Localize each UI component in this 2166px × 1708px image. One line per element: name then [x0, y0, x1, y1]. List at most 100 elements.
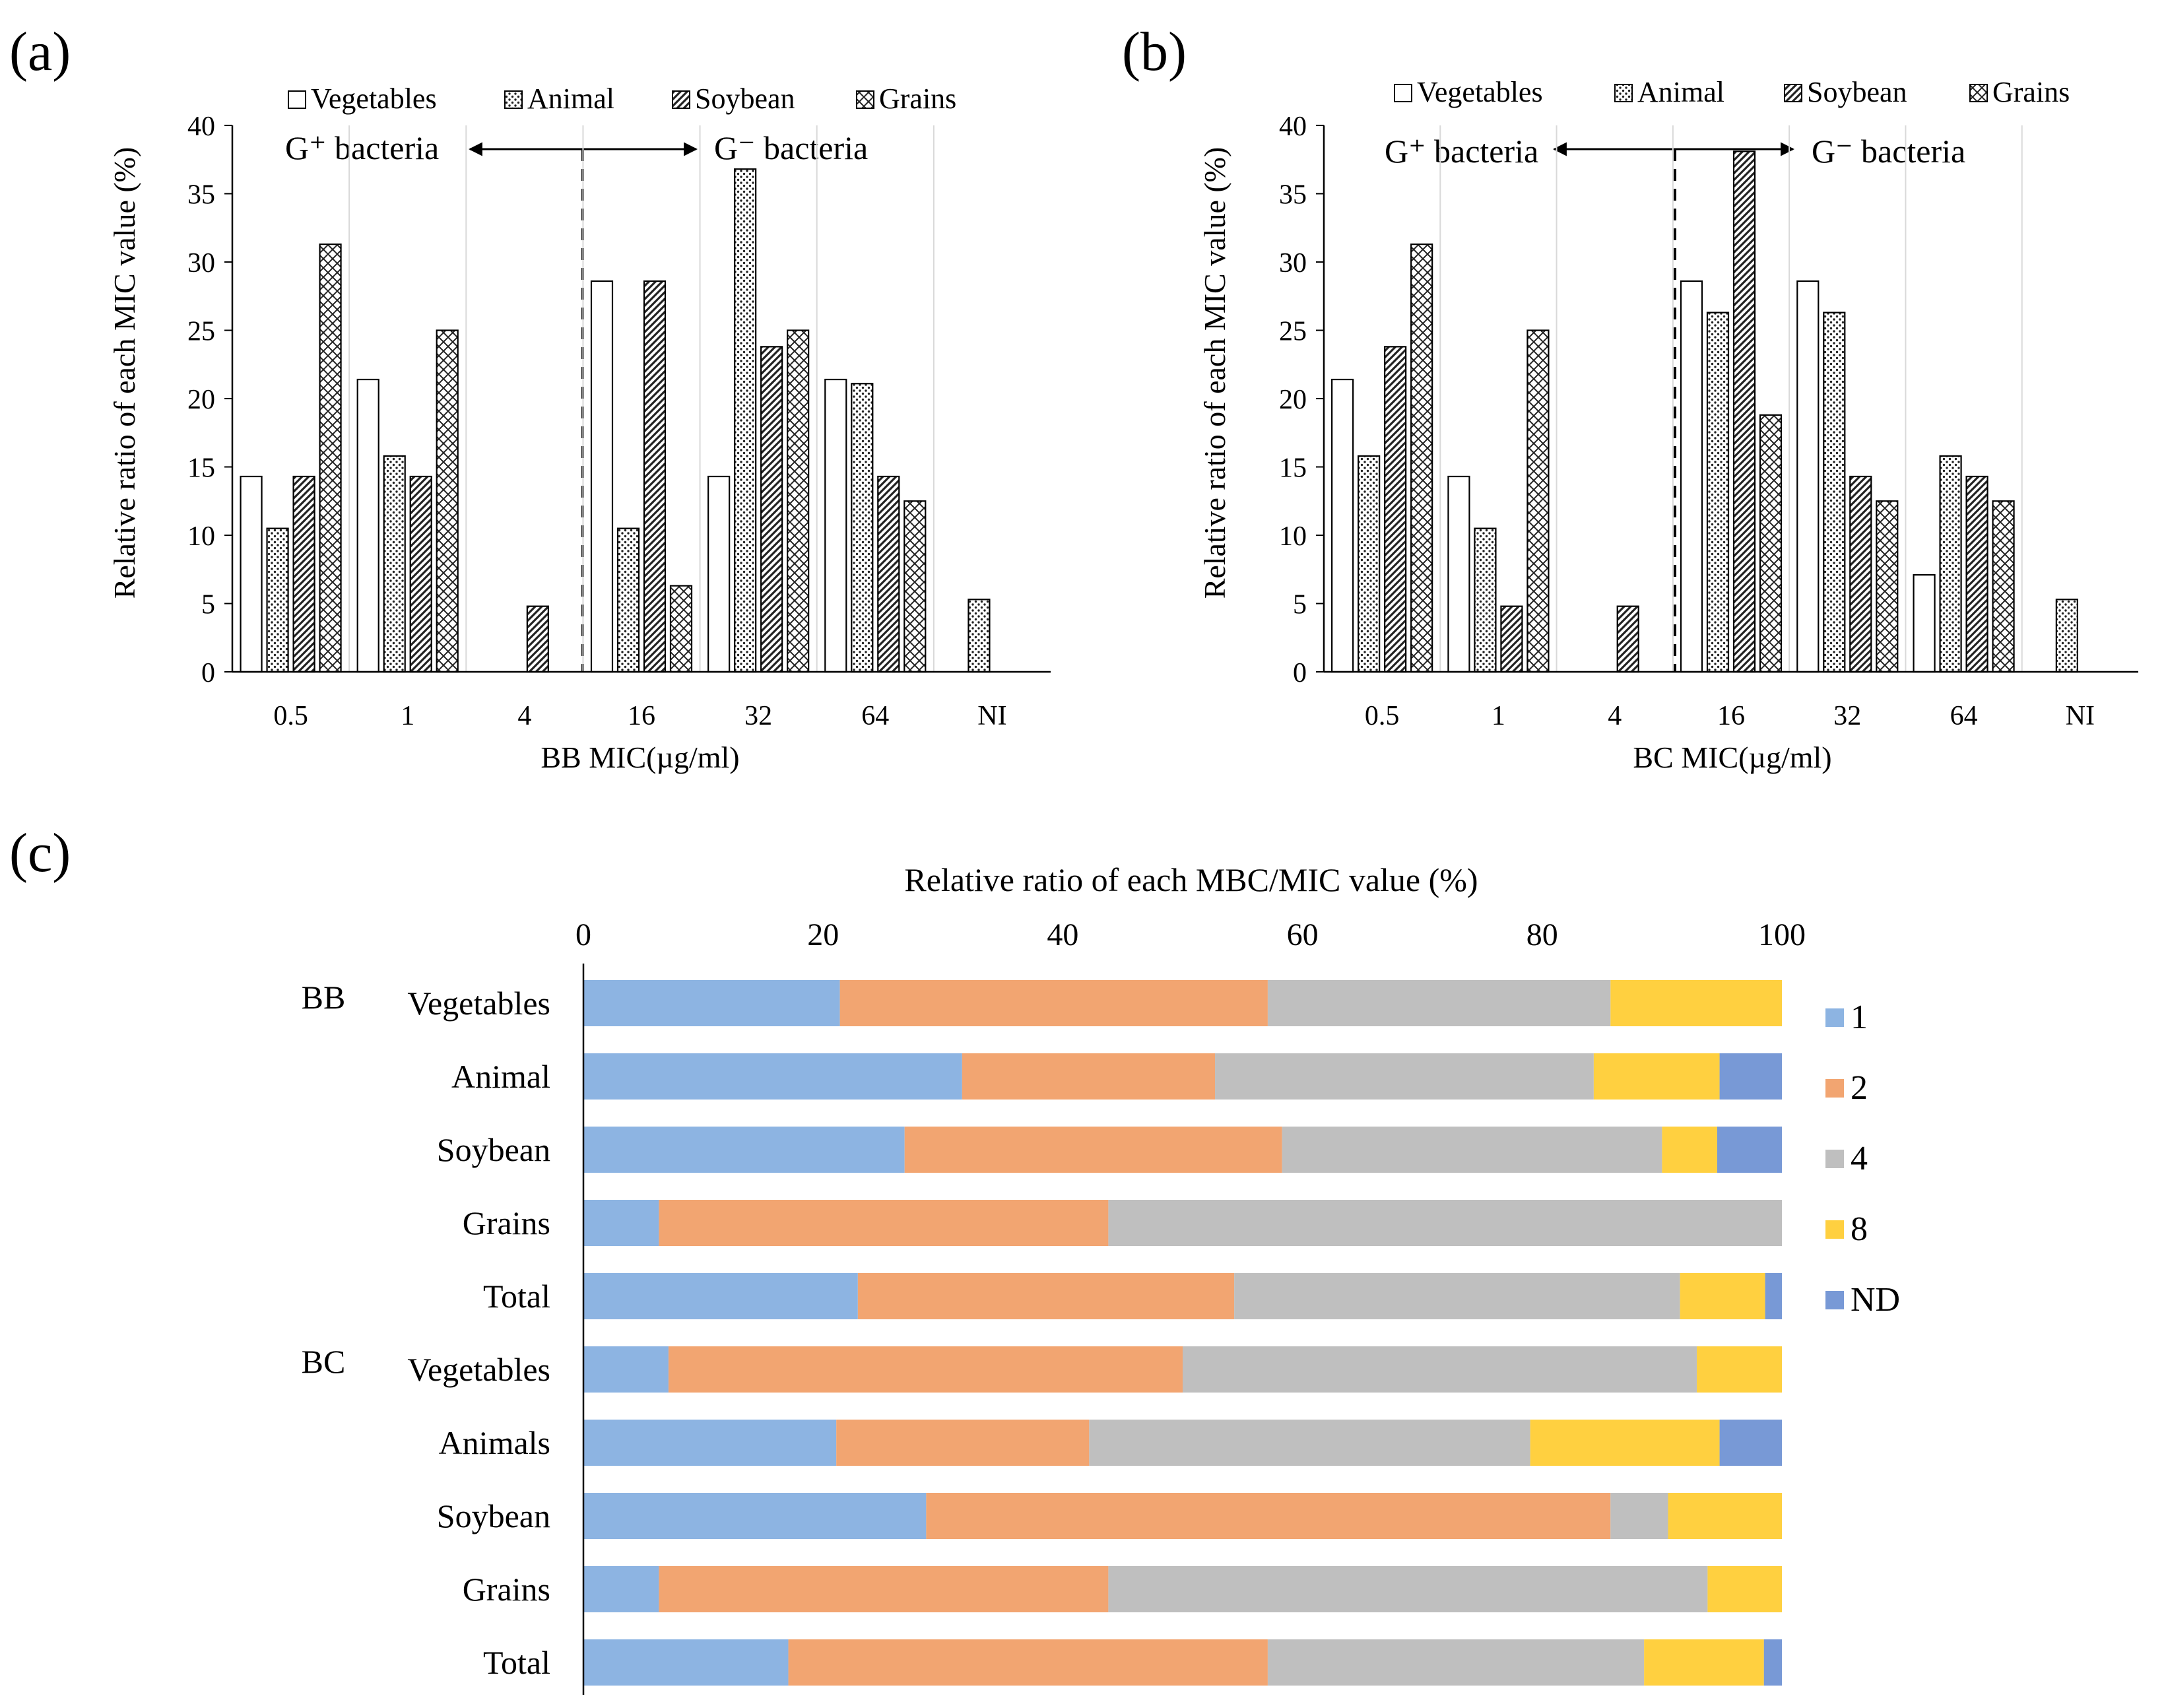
bar-segment-8-row-10: [1644, 1639, 1764, 1686]
bar-b-animal-0-5: [1358, 455, 1381, 673]
bar-segment-2-row-5: [857, 1273, 1235, 1319]
legend-label-a-soybean: Soybean: [695, 82, 795, 115]
legend-label-b-grains: Grains: [1992, 76, 2070, 108]
bar-b-soybean-4: [1616, 605, 1639, 673]
gram-positive-label-b: G⁺ bacteria: [1385, 133, 1538, 170]
x-tick-label-a-4: 4: [517, 701, 531, 731]
bar-segment-1-row-4: [583, 1200, 659, 1246]
x-tick-label-a-64: 64: [861, 701, 889, 731]
bar-a-soybean-4: [526, 605, 549, 673]
bar-b-animal-32: [1823, 312, 1846, 673]
bar-segment-1-row-8: [583, 1493, 927, 1539]
bar-segment-4-row-10: [1267, 1639, 1645, 1686]
c-legend-label-4: 4: [1851, 1140, 1868, 1177]
c-x-tick-label-0: 0: [575, 917, 591, 952]
bar-segment-1-row-5: [583, 1273, 858, 1319]
bar-b-grains-16: [1759, 414, 1783, 673]
bar-segment-4-row-1: [1267, 980, 1611, 1026]
y-tick-label-a-20: 20: [187, 385, 215, 415]
y-axis-label-b: Relative ratio of each MIC value (%): [1198, 147, 1231, 599]
legend-swatch-b-animal: [1614, 84, 1633, 102]
c-legend-swatch-nd: [1825, 1291, 1844, 1309]
legend-swatch-a-soybean: [672, 90, 690, 109]
c-x-tick-label-20: 20: [807, 917, 839, 952]
bar-a-vegetables-16: [590, 280, 614, 673]
y-tick-label-a-5: 5: [201, 590, 215, 620]
bar-a-animal-16: [616, 527, 640, 673]
c-category-label-total-10: Total: [483, 1644, 550, 1681]
y-tick-label-b-25: 25: [1279, 317, 1307, 347]
c-category-label-grains-9: Grains: [463, 1571, 550, 1608]
c-category-label-soybean-8: Soybean: [437, 1497, 550, 1534]
bar-b-vegetables-1: [1447, 475, 1470, 673]
c-category-label-vegetables-6: Vegetables: [407, 1351, 550, 1388]
y-tick-label-b-0: 0: [1293, 658, 1307, 688]
group-label-bc: BC: [302, 1343, 346, 1380]
bar-b-grains-0-5: [1410, 243, 1433, 673]
y-tick-label-a-15: 15: [187, 453, 215, 484]
bar-segment-2-row-8: [926, 1493, 1611, 1539]
y-tick-label-b-30: 30: [1279, 248, 1307, 279]
legend-label-b-vegetables: Vegetables: [1417, 76, 1543, 108]
bar-segment-8-row-1: [1610, 980, 1782, 1026]
bar-b-vegetables-0-5: [1331, 378, 1354, 673]
bar-segment-2-row-10: [788, 1639, 1268, 1686]
c-axis-title: Relative ratio of each MBC/MIC value (%): [904, 861, 1478, 898]
bar-segment-4-row-7: [1089, 1420, 1530, 1466]
bar-b-animal-ni: [2055, 599, 2078, 673]
legend-swatch-b-soybean: [1784, 84, 1802, 102]
x-tick-label-a-16: 16: [628, 701, 655, 731]
bar-segment-8-row-2: [1593, 1053, 1720, 1100]
bar-b-animal-16: [1706, 312, 1730, 673]
bar-segment-1-row-9: [583, 1566, 659, 1612]
y-tick-label-b-20: 20: [1279, 385, 1307, 415]
legend-swatch-b-grains: [1969, 84, 1988, 102]
x-tick-label-a-0-5: 0.5: [273, 701, 308, 731]
bar-segment-1-row-3: [583, 1127, 905, 1173]
bar-segment-8-row-7: [1530, 1420, 1720, 1466]
bar-b-animal-64: [1939, 455, 1962, 673]
x-tick-label-b-16: 16: [1717, 701, 1745, 731]
c-legend-label-8: 8: [1851, 1210, 1868, 1248]
bar-segment-2-row-7: [836, 1420, 1090, 1466]
bar-a-grains-16: [669, 585, 693, 673]
bar-segment-4-row-3: [1282, 1127, 1662, 1173]
bar-segment-nd-row-2: [1719, 1053, 1782, 1100]
bar-a-grains-0-5: [319, 243, 342, 673]
y-tick-label-b-10: 10: [1279, 521, 1307, 552]
c-category-label-total-5: Total: [483, 1278, 550, 1315]
group-label-bb: BB: [302, 979, 346, 1016]
bar-b-vegetables-32: [1796, 280, 1820, 673]
c-legend-swatch-4: [1825, 1150, 1844, 1168]
x-axis-label-b: BC MIC(µg/ml): [1633, 740, 1831, 774]
bar-a-vegetables-32: [707, 475, 731, 673]
bar-segment-2-row-3: [904, 1127, 1282, 1173]
chart-panel-a: (a) Relative ratio of each MIC value (%)…: [9, 21, 1051, 774]
c-x-tick-label-100: 100: [1758, 917, 1806, 952]
bar-segment-2-row-4: [659, 1200, 1109, 1246]
y-tick-label-a-0: 0: [201, 658, 215, 688]
bar-a-grains-32: [787, 329, 810, 673]
bar-a-animal-32: [734, 168, 757, 673]
y-axis-label-a: Relative ratio of each MIC value (%): [108, 147, 141, 599]
gram-positive-label-a: G⁺ bacteria: [285, 129, 439, 166]
bar-segment-8-row-6: [1697, 1346, 1782, 1393]
y-tick-label-a-10: 10: [187, 521, 215, 552]
bar-b-soybean-64: [1965, 475, 1988, 673]
bar-segment-8-row-5: [1680, 1273, 1765, 1319]
bar-segment-1-row-10: [583, 1639, 789, 1686]
panel-label-b: (b): [1122, 21, 1187, 82]
bar-segment-8-row-3: [1662, 1127, 1717, 1173]
bar-segment-2-row-2: [962, 1053, 1216, 1100]
x-tick-label-b-ni: NI: [2066, 701, 2095, 731]
bar-b-grains-32: [1876, 500, 1899, 673]
y-tick-label-b-35: 35: [1279, 180, 1307, 211]
bar-segment-4-row-8: [1610, 1493, 1668, 1539]
x-tick-label-b-32: 32: [1833, 701, 1861, 731]
bar-segment-4-row-4: [1108, 1200, 1782, 1246]
bar-segment-2-row-1: [839, 980, 1268, 1026]
bar-a-grains-1: [436, 329, 459, 673]
c-x-tick-label-60: 60: [1287, 917, 1319, 952]
bar-segment-nd-row-3: [1717, 1127, 1782, 1173]
